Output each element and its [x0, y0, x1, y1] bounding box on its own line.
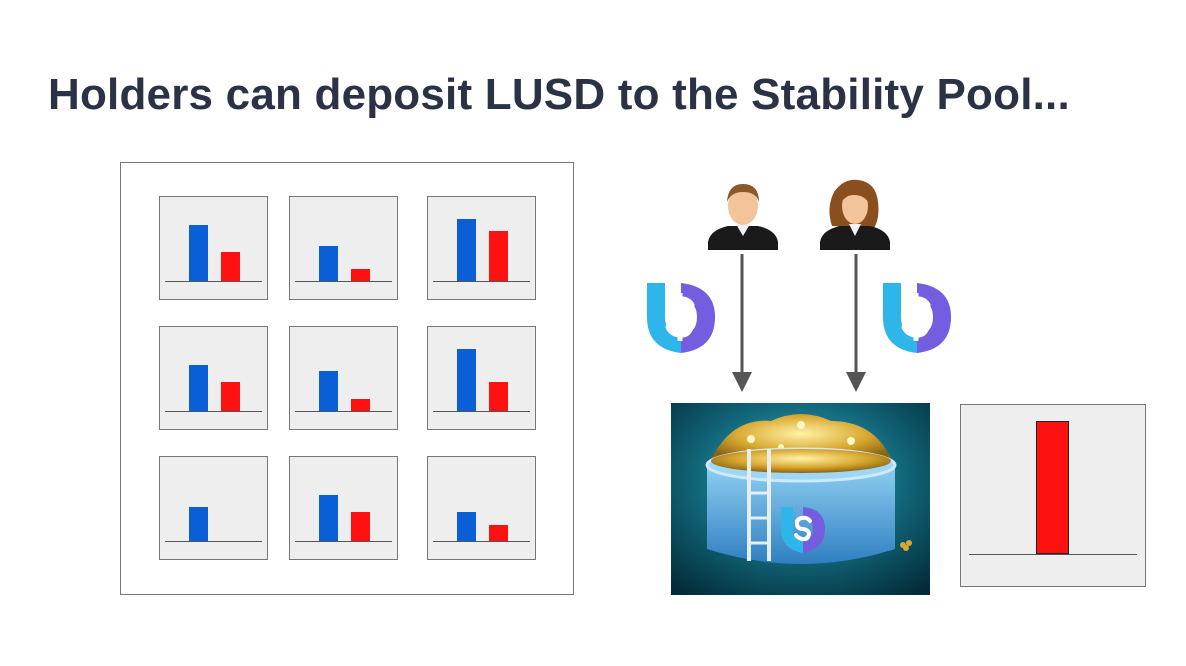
debt-bar	[221, 252, 240, 281]
trove-chart	[289, 196, 398, 300]
stability-pool-bar-chart	[960, 404, 1146, 587]
lusd-logo-icon	[647, 283, 715, 353]
trove-chart	[159, 326, 268, 430]
stability-pool-bar	[1036, 421, 1069, 554]
baseline	[295, 281, 392, 282]
trove-chart	[289, 456, 398, 560]
slide-title: Holders can deposit LUSD to the Stabilit…	[48, 70, 1070, 119]
baseline	[295, 411, 392, 412]
debt-bar	[351, 269, 370, 281]
collateral-bar	[457, 219, 476, 281]
debt-bar	[489, 525, 508, 541]
trove-chart	[427, 456, 536, 560]
trove-chart	[427, 196, 536, 300]
collateral-bar	[457, 349, 476, 411]
collateral-bar	[189, 225, 208, 281]
debt-bar	[351, 399, 370, 411]
collateral-bar	[189, 365, 208, 411]
debt-bar	[489, 231, 508, 281]
baseline	[433, 411, 530, 412]
baseline	[295, 541, 392, 542]
baseline	[165, 281, 262, 282]
debt-bar	[351, 512, 370, 541]
deposit-arrow	[732, 254, 752, 392]
troves-panel	[120, 162, 574, 595]
collateral-bar	[189, 507, 208, 541]
trove-chart	[159, 196, 268, 300]
baseline	[165, 541, 262, 542]
trove-chart	[427, 326, 536, 430]
deposit-arrow	[846, 254, 866, 392]
collateral-bar	[319, 246, 338, 281]
baseline	[969, 554, 1137, 555]
collateral-bar	[319, 371, 338, 411]
debt-bar	[221, 382, 240, 411]
stability-pool-image	[671, 403, 930, 595]
collateral-bar	[457, 512, 476, 541]
debt-bar	[489, 382, 508, 411]
baseline	[433, 541, 530, 542]
baseline	[165, 411, 262, 412]
baseline	[433, 281, 530, 282]
collateral-bar	[319, 495, 338, 541]
trove-chart	[159, 456, 268, 560]
trove-chart	[289, 326, 398, 430]
female-user-icon	[820, 179, 890, 250]
lusd-logo-icon	[883, 283, 951, 353]
male-user-icon	[708, 184, 778, 250]
